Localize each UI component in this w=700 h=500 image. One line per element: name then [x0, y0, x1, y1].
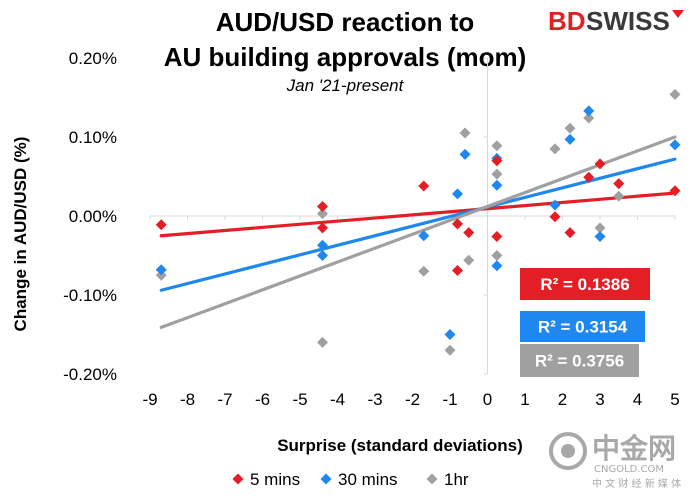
r2-label-5-mins: R² = 0.1386: [540, 275, 629, 294]
legend-label-1hr: 1hr: [444, 470, 469, 489]
watermark-site: CNGOLD.COM: [594, 464, 664, 475]
cngold-watermark: 中金网 CNGOLD.COM 中 文 财 经 新 媒 体: [549, 432, 681, 490]
point-1hr: [418, 265, 430, 277]
legend-marker-5-mins: [232, 473, 244, 485]
point-1hr: [669, 88, 681, 100]
cngold-logo-dot-icon: [561, 444, 575, 458]
point-30-mins: [317, 239, 328, 251]
point-30-mins: [317, 250, 328, 261]
brand-bd: BD: [548, 6, 586, 36]
point-1hr: [491, 140, 503, 152]
point-30-mins: [594, 231, 606, 243]
r2-label-30-mins: R² = 0.3154: [538, 318, 628, 337]
r-squared-labels: R² = 0.1386 R² = 0.3154 R² = 0.3756: [520, 268, 650, 377]
cngold-logo-icon: [549, 432, 587, 470]
point-5-mins: [463, 227, 475, 239]
point-5-mins: [669, 185, 681, 197]
y-tick-label: -0.10%: [63, 286, 117, 305]
point-5-mins: [452, 265, 463, 277]
x-axis-label: Surprise (standard deviations): [277, 436, 523, 455]
point-1hr: [491, 250, 503, 261]
brand-chevron-icon: [672, 10, 684, 18]
x-tick-label: -1: [442, 390, 457, 409]
x-tick-label: 5: [670, 390, 679, 409]
chart-subtitle: Jan '21-present: [286, 76, 405, 95]
x-tick-label: -8: [180, 390, 195, 409]
point-1hr: [459, 127, 471, 139]
data-points: [155, 88, 681, 356]
point-1hr: [594, 222, 606, 234]
r2-box-30-mins: [520, 311, 645, 342]
chart-title-line-2: AU building approvals (mom): [164, 42, 527, 72]
point-5-mins: [155, 219, 167, 231]
x-tick-label: -9: [142, 390, 157, 409]
y-tick-label: -0.20%: [63, 365, 117, 384]
point-5-mins: [613, 178, 625, 190]
watermark-name: 中金网: [592, 432, 676, 465]
trend-line-1hr: [159, 135, 677, 329]
r2-label-1hr: R² = 0.3756: [535, 352, 624, 371]
x-tick-label: -6: [255, 390, 270, 409]
point-5-mins: [491, 155, 503, 167]
x-tick-label: 0: [483, 390, 492, 409]
x-tick-label: -4: [330, 390, 345, 409]
point-5-mins: [594, 158, 606, 170]
brand-swiss: SWISS: [586, 6, 670, 36]
x-tick-label: 1: [520, 390, 529, 409]
legend-marker-30-mins: [320, 473, 332, 485]
point-30-mins: [444, 329, 456, 340]
chart-title-line-1: AUD/USD reaction to: [216, 7, 475, 37]
legend-label-5-mins: 5 mins: [250, 470, 300, 489]
point-1hr: [463, 254, 475, 266]
point-30-mins: [491, 179, 503, 191]
x-tick-label: -3: [367, 390, 382, 409]
trend-line-5-mins: [159, 191, 677, 238]
point-30-mins: [459, 148, 471, 160]
bdswiss-logo: BD SWISS: [548, 6, 684, 36]
point-1hr: [564, 122, 576, 134]
watermark-tagline: 中 文 财 经 新 媒 体: [592, 477, 681, 490]
axes-layer: 0.20% 0.10% 0.00% -0.10% -0.20% -9 -8 -7 -6 -5 -4 -…: [63, 49, 680, 409]
legend-label-30-mins: 30 mins: [338, 470, 398, 489]
point-5-mins: [491, 231, 503, 243]
legend: 5 mins 30 mins 1hr: [232, 470, 469, 489]
x-tick-label: 4: [633, 390, 642, 409]
point-1hr: [317, 208, 328, 220]
x-tick-label: -5: [292, 390, 307, 409]
r2-box-1hr: [520, 344, 639, 377]
point-30-mins: [491, 260, 503, 272]
point-5-mins: [452, 218, 463, 230]
y-tick-label: 0.20%: [69, 49, 117, 68]
legend-marker-1hr: [426, 473, 438, 485]
point-30-mins: [669, 139, 681, 151]
point-1hr: [613, 190, 625, 202]
point-5-mins: [583, 171, 595, 183]
point-1hr: [583, 112, 595, 124]
point-1hr: [491, 168, 503, 180]
point-1hr: [549, 143, 561, 155]
y-tick-label: 0.10%: [69, 128, 117, 147]
point-5-mins: [317, 222, 328, 234]
point-5-mins: [549, 211, 561, 223]
point-30-mins: [452, 188, 463, 200]
point-30-mins: [418, 230, 430, 242]
x-tick-label: -2: [405, 390, 420, 409]
x-tick-label: 2: [558, 390, 567, 409]
point-30-mins: [155, 264, 167, 276]
point-30-mins: [549, 199, 561, 211]
point-5-mins: [418, 180, 430, 192]
point-30-mins: [564, 133, 576, 145]
x-tick-label: -7: [217, 390, 232, 409]
r2-box-5-mins: [520, 268, 650, 300]
point-1hr: [444, 344, 456, 356]
point-1hr: [317, 336, 328, 348]
point-5-mins: [564, 227, 576, 239]
point-30-mins: [583, 105, 595, 117]
y-tick-label: 0.00%: [69, 207, 117, 226]
y-axis-label: Change in AUD/USD (%): [11, 137, 30, 332]
point-5-mins: [317, 201, 328, 213]
point-1hr: [155, 269, 167, 281]
x-tick-label: 3: [595, 390, 604, 409]
